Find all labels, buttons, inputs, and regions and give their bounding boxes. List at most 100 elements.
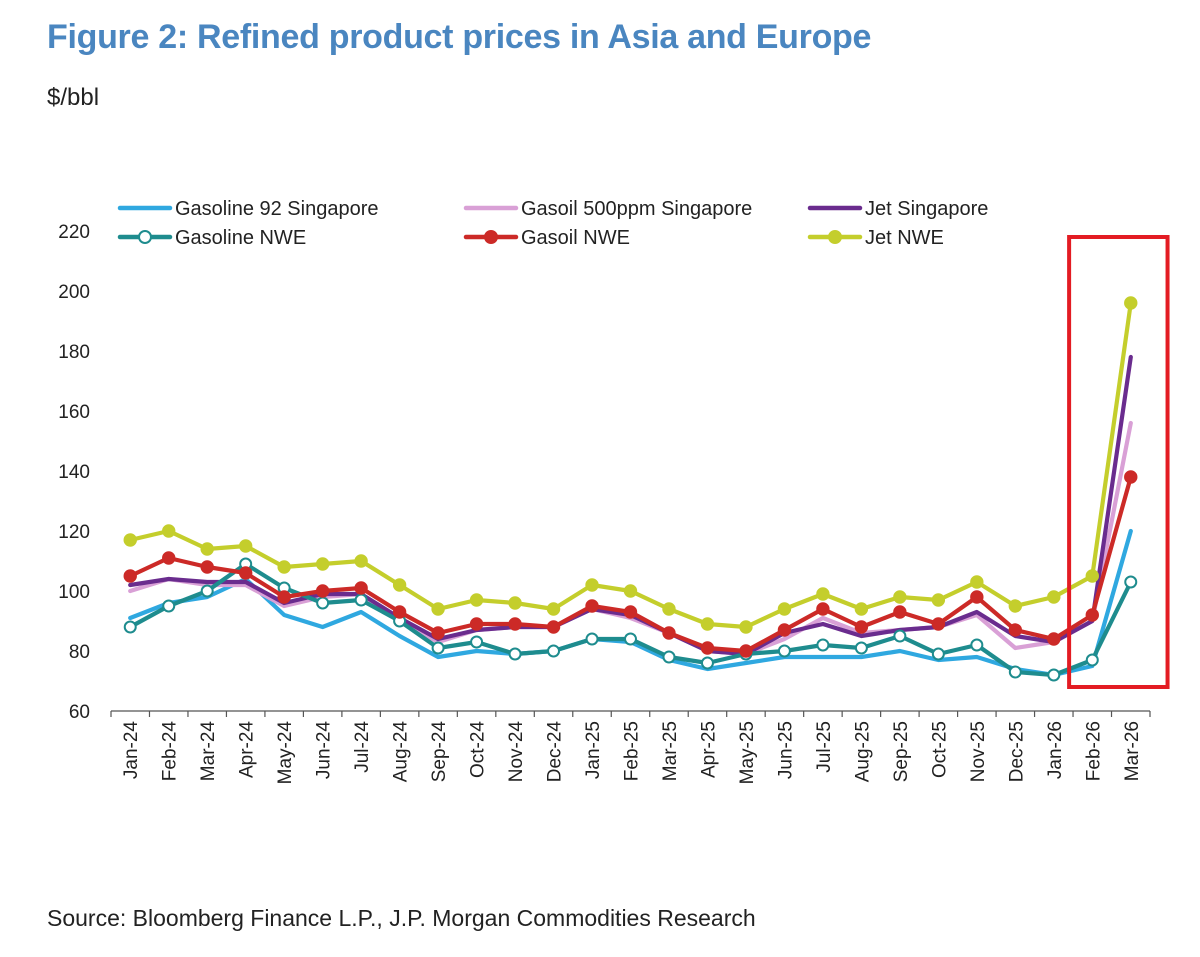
data-point-gasoline-nwe [854,641,868,655]
y-tick-label: 160 [58,402,90,423]
x-tick-label: Apr-24 [237,721,258,778]
data-point-gasoline-nwe [123,620,137,634]
y-tick-label: 220 [58,222,90,243]
data-point-gasoil-nwe [739,644,753,658]
source-note: Source: Bloomberg Finance L.P., J.P. Mor… [47,905,756,931]
series-line-gasoil-500ppm-singapore [128,420,1133,657]
data-point-gasoline-nwe [931,647,945,661]
y-tick-label: 60 [69,702,90,723]
data-point-gasoil-nwe [854,620,869,634]
series-jet-nwe [123,296,1138,634]
y-axis: 60 80 100 120 140 160 180 200 220 [58,222,90,723]
data-point-jet-nwe [1047,590,1061,604]
legend: Gasoline 92 Singapore Gasoil 500ppm Singa… [117,198,988,249]
data-point-gasoline-nwe [1085,653,1099,667]
y-tick-label: 140 [58,462,90,483]
y-axis-unit-label: $/bbl [47,84,100,111]
data-point-gasoil-nwe [238,566,253,580]
data-point-jet-nwe [123,533,137,547]
data-point-jet-nwe [469,593,484,607]
x-tick-label: Jan-25 [583,721,604,779]
x-tick-label: Jul-24 [352,721,373,773]
x-tick-label: Jan-24 [121,721,142,780]
data-point-gasoline-nwe [816,638,830,652]
data-point-gasoil-nwe [893,605,907,619]
legend-item-jet-singapore: Jet Singapore [807,198,988,220]
y-tick-label: 120 [58,522,90,543]
data-point-gasoil-nwe [662,626,676,640]
y-tick-label: 180 [58,342,90,363]
data-point-gasoline-nwe [470,635,484,649]
legend-label: Jet NWE [865,227,944,249]
x-axis: Jan-24 Feb-24 Mar-24 Apr-24 May-24 Jun-24 Jul-… [110,710,1151,784]
data-point-jet-nwe [816,587,830,601]
data-point-jet-nwe [1008,599,1023,613]
data-point-gasoline-nwe [354,593,368,607]
x-tick-label: Mar-25 [660,721,681,781]
x-tick-label: Jul-25 [814,721,835,773]
data-point-jet-nwe [585,578,599,592]
chart-title: Figure 2: Refined product prices in Asia… [47,18,872,56]
data-point-gasoline-nwe [508,647,522,661]
data-point-gasoline-nwe [777,644,791,658]
data-point-gasoline-nwe [624,632,637,646]
legend-label: Gasoil 500ppm Singapore [521,198,752,220]
x-tick-label: Aug-24 [391,721,412,783]
x-tick-label: Feb-24 [160,721,181,782]
legend-marker [828,230,842,244]
data-point-gasoline-nwe [662,650,676,664]
x-tick-label: Jun-25 [775,721,796,779]
data-point-gasoline-nwe [893,629,907,643]
data-point-gasoline-nwe [585,632,599,646]
data-point-jet-nwe [931,593,946,607]
data-point-jet-nwe [354,554,368,568]
data-point-jet-nwe [277,560,291,574]
data-point-gasoil-nwe [1047,632,1061,646]
data-point-gasoil-nwe [200,560,214,574]
series-group [123,296,1138,682]
data-point-gasoil-nwe [277,590,291,604]
series-gasoil-500ppm-singapore [128,420,1133,657]
data-point-gasoline-nwe [700,656,714,670]
data-point-jet-nwe [315,557,330,571]
data-point-jet-nwe [662,602,676,616]
data-point-jet-nwe [739,620,753,634]
data-point-gasoil-nwe [777,623,792,637]
data-point-gasoil-nwe [469,617,484,631]
data-point-gasoline-nwe [1047,668,1061,682]
data-point-gasoil-nwe [970,590,984,604]
data-point-jet-nwe [623,584,638,598]
y-tick-label: 80 [69,642,90,663]
series-gasoil-nwe [123,470,1138,658]
legend-label: Gasoline NWE [175,227,306,249]
legend-item-jet-nwe: Jet NWE [807,227,944,249]
legend-label: Jet Singapore [865,198,988,220]
legend-marker [484,230,498,244]
data-point-gasoline-nwe [1008,665,1022,679]
data-point-gasoline-nwe [1124,575,1138,589]
data-point-gasoil-nwe [546,620,561,634]
x-tick-label: Sep-24 [429,721,450,783]
data-point-gasoil-nwe [392,605,407,619]
legend-item-gasoil-500ppm-singapore: Gasoil 500ppm Singapore [463,198,752,220]
data-point-gasoil-nwe [585,599,599,613]
data-point-gasoline-nwe [431,641,445,655]
data-point-jet-nwe [162,524,176,538]
y-tick-label: 200 [58,282,90,303]
legend-marker [138,230,152,244]
x-tick-label: Jan-26 [1045,721,1066,779]
legend-label: Gasoil NWE [521,227,630,249]
x-tick-label: May-25 [737,721,758,784]
x-tick-label: Dec-24 [545,721,566,783]
data-point-gasoline-nwe [547,644,561,658]
x-tick-label: Nov-25 [968,721,989,782]
data-point-gasoil-nwe [315,584,330,598]
data-point-jet-nwe [392,578,407,592]
x-tick-label: Oct-25 [929,721,950,778]
data-point-gasoline-nwe [162,599,176,613]
x-tick-label: Apr-25 [698,721,719,778]
data-point-gasoline-nwe [316,596,330,610]
legend-item-gasoline-92-singapore: Gasoline 92 Singapore [117,198,378,220]
data-point-gasoil-nwe [354,581,368,595]
data-point-gasoil-nwe [123,569,137,583]
